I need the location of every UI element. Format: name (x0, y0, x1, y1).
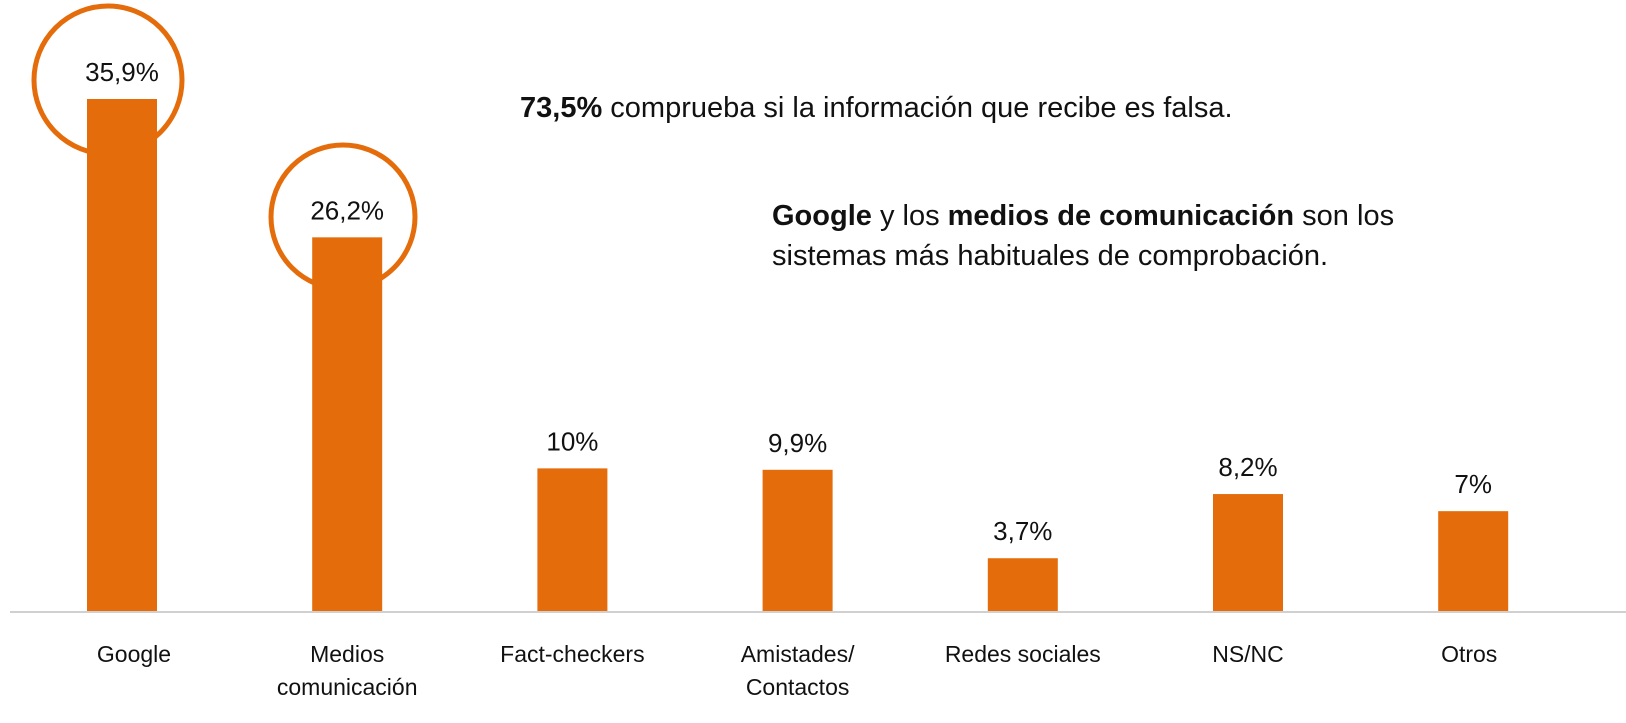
bar (1438, 511, 1509, 611)
annotation-text: comprueba si la información que recibe e… (602, 92, 1233, 124)
bar (762, 469, 833, 611)
value-label: 26,2% (310, 195, 384, 225)
bar (1213, 494, 1283, 611)
annotation-bold: Google (772, 200, 872, 232)
annotation-text: y los (871, 200, 948, 232)
value-label: 35,9% (85, 57, 159, 87)
x-tick-label: NS/NC (1212, 641, 1284, 667)
value-label: 8,2% (1218, 452, 1277, 482)
bar (537, 468, 608, 611)
x-tick-label: Contactos (746, 674, 850, 700)
bar (987, 558, 1058, 611)
value-label: 7% (1454, 469, 1492, 499)
value-label: 3,7% (993, 516, 1052, 546)
x-tick-label: Redes sociales (945, 641, 1101, 667)
x-tick-label: Fact-checkers (500, 641, 644, 667)
x-tick-label: Google (97, 641, 171, 667)
annotation: Google y los medios de comunicación son … (772, 196, 1492, 276)
bar (312, 237, 383, 611)
annotation-bold: medios de comunicación (947, 200, 1295, 232)
annotation-text: son los sistemas más habituales de compr… (772, 200, 1395, 272)
x-tick-label: comunicación (277, 674, 418, 700)
annotation: 73,5% comprueba si la información que re… (520, 88, 1310, 128)
x-tick-label: Medios (310, 641, 384, 667)
bar (87, 99, 157, 611)
annotation-bold: 73,5% (520, 92, 603, 124)
x-tick-label: Otros (1441, 641, 1497, 667)
value-label: 10% (546, 426, 598, 456)
value-label: 9,9% (768, 428, 827, 458)
x-tick-label: Amistades/ (741, 641, 855, 667)
